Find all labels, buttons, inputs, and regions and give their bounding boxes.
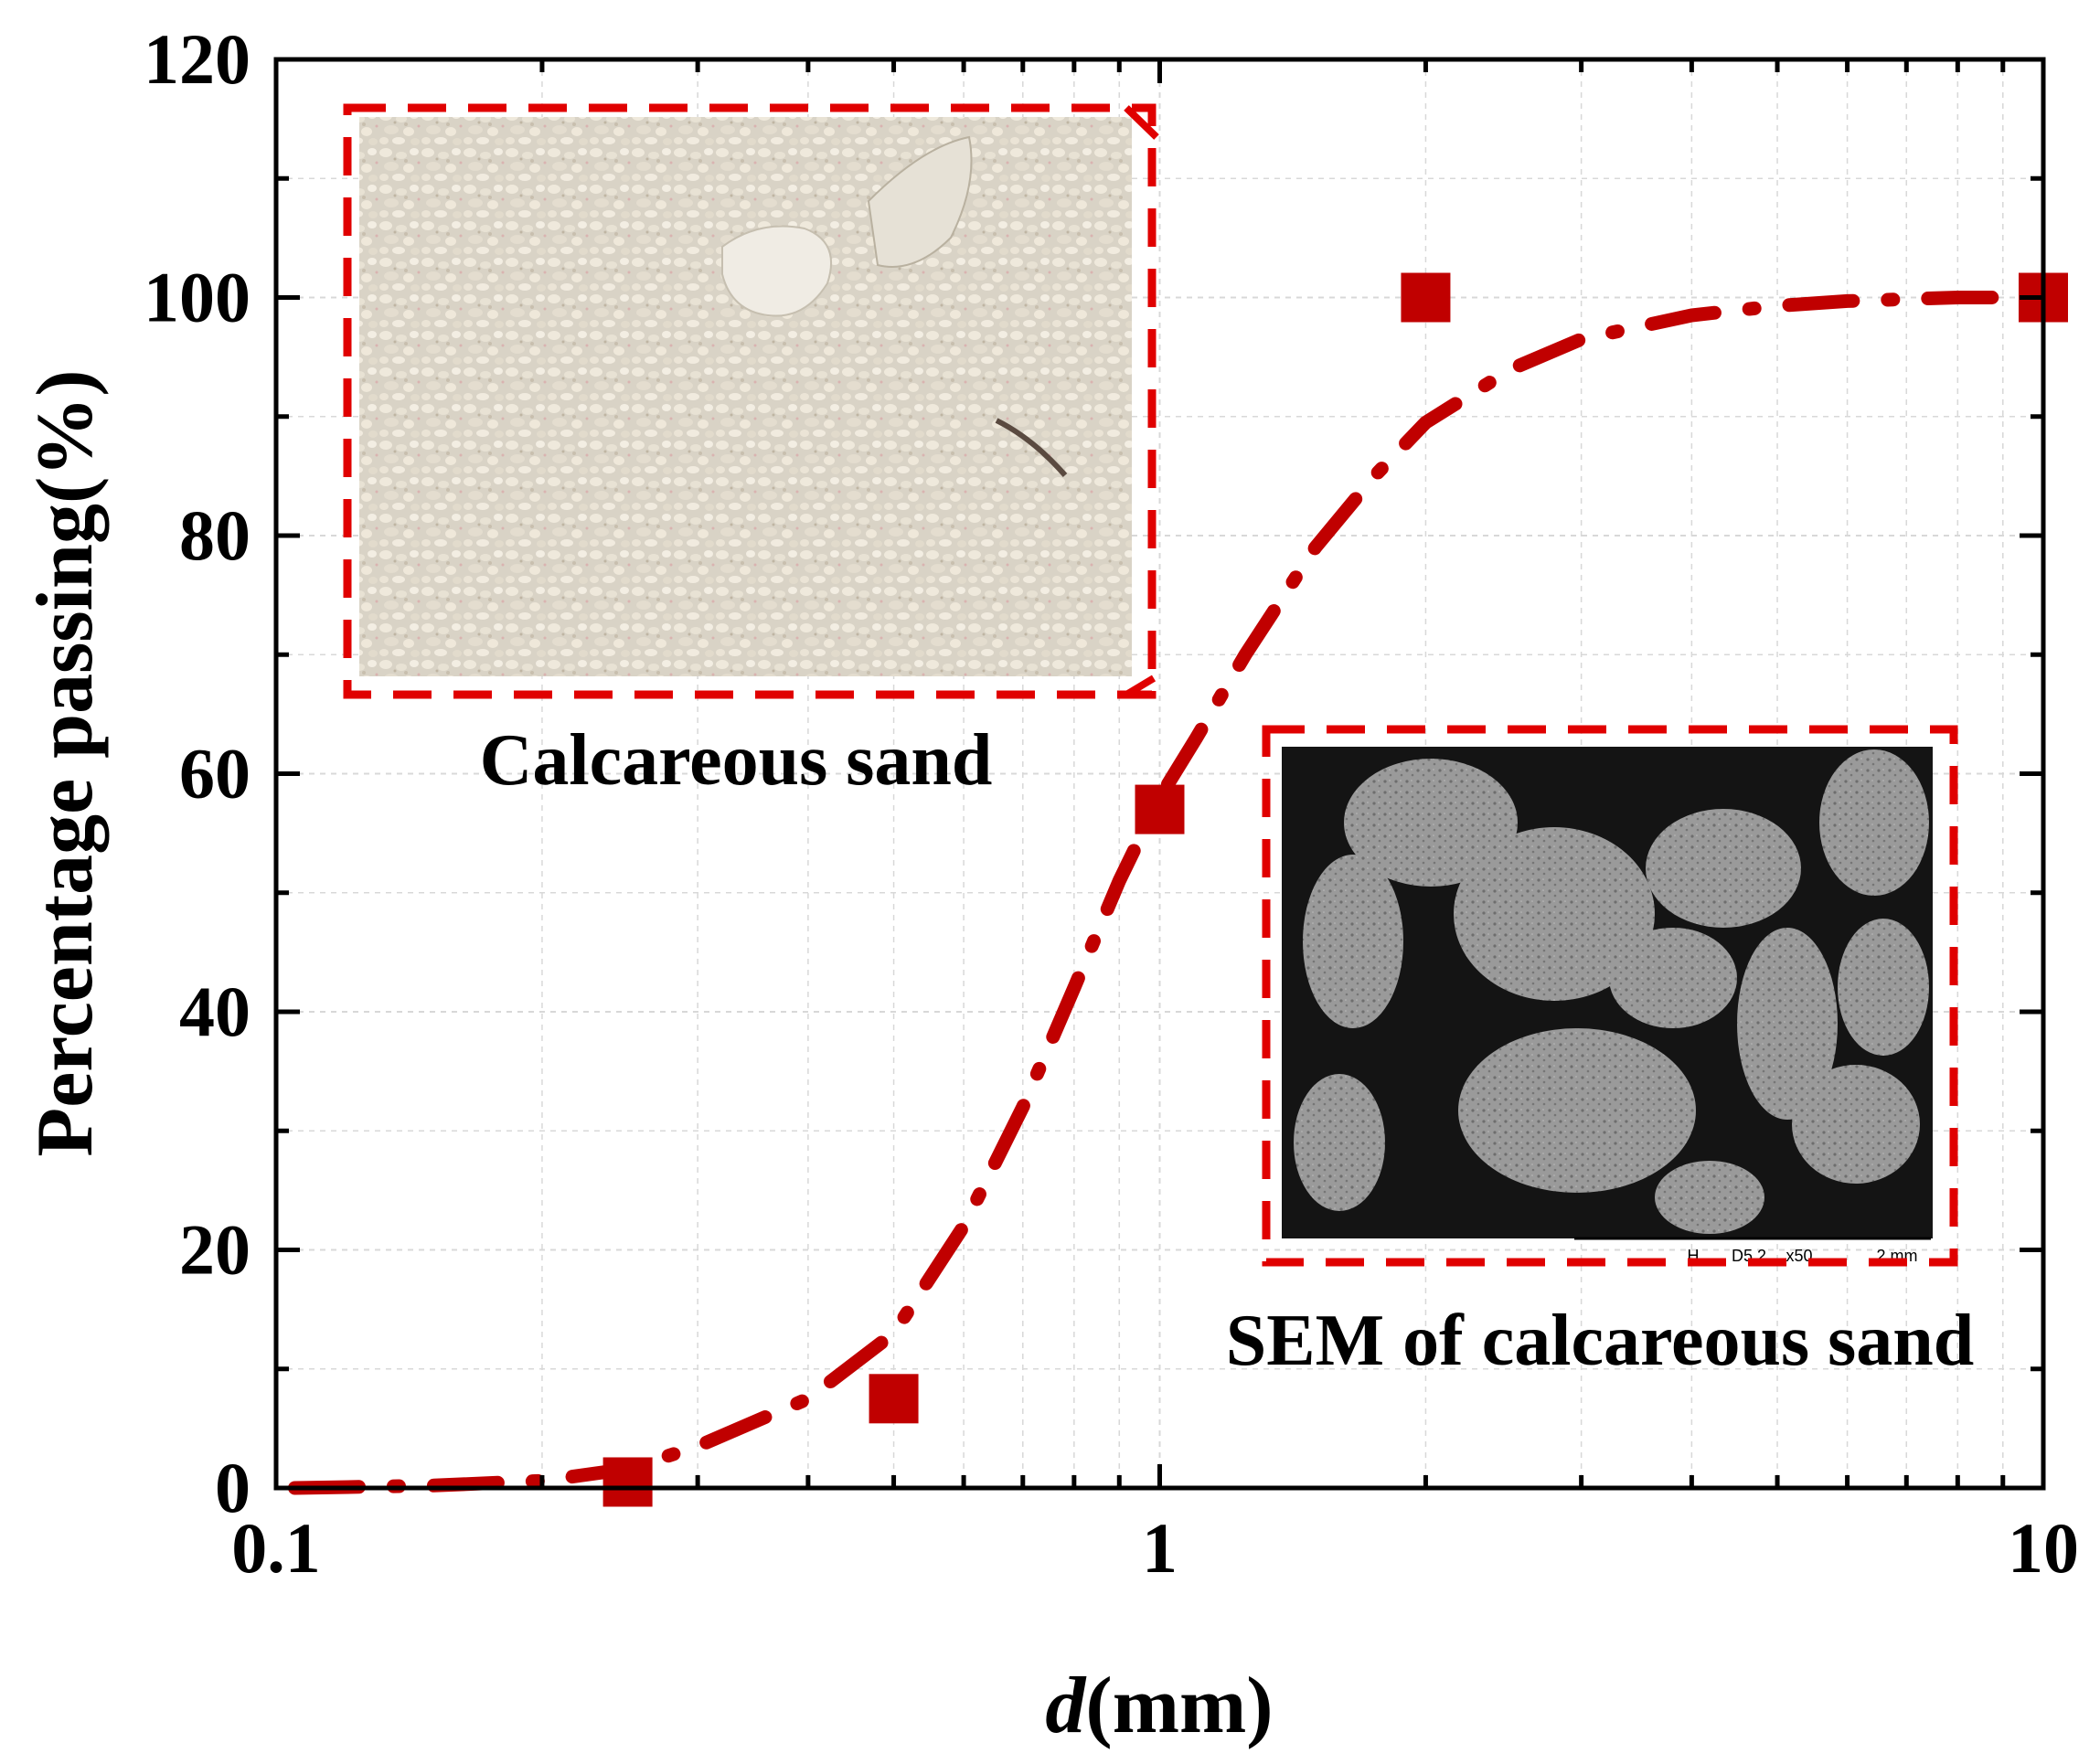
coral-fragment-shape	[867, 135, 973, 268]
y-tick-label: 60	[179, 734, 251, 813]
x-axis-title: d(mm)	[1045, 1662, 1273, 1750]
sem-grain	[1294, 1074, 1385, 1211]
inset-connector-bottom	[1124, 675, 1157, 698]
y-tick-label: 120	[144, 19, 251, 99]
sem-grain	[1792, 1065, 1920, 1184]
fit-curve-line	[288, 291, 2051, 1495]
sem-frame	[1262, 725, 1958, 1267]
y-axis-title: Percentage passing(%)	[21, 369, 110, 1156]
twig-shape	[995, 418, 1068, 477]
calcareous-sand-label: Calcareous sand	[480, 720, 993, 801]
x-axis-title-variable: d	[1045, 1662, 1087, 1750]
y-tick-label: 100	[144, 258, 251, 337]
x-tick-label: 10	[2008, 1508, 2079, 1588]
sem-grain	[1646, 809, 1801, 928]
calcareous-sand-inset: Calcareous sand	[343, 103, 1157, 801]
y-tick-label: 20	[179, 1210, 251, 1290]
calcareous-sand-photo	[359, 117, 1132, 676]
calcareous-sand-frame	[343, 103, 1157, 699]
sem-grain	[1458, 1028, 1696, 1193]
y-tick-label: 0	[215, 1448, 251, 1527]
y-tick-label: 40	[179, 972, 251, 1051]
sem-grain	[1819, 749, 1929, 896]
sem-inset: H D5.2 x50 2 mm SEM of calcareous sand	[1226, 725, 1975, 1381]
data-layer	[288, 272, 2068, 1507]
sem-grain	[1655, 1161, 1764, 1234]
coral-fragment-shape	[721, 225, 833, 317]
x-axis-title-unit: (mm)	[1085, 1662, 1273, 1750]
sem-scalebar-mag: x50	[1786, 1247, 1812, 1265]
sem-grain	[1737, 928, 1838, 1120]
y-tick-label: 80	[179, 495, 251, 575]
sem-grain	[1609, 928, 1737, 1028]
inset-connector-top	[1124, 105, 1159, 140]
x-tick-label: 0.1	[231, 1508, 321, 1588]
sem-grain	[1303, 855, 1403, 1028]
data-point-marker	[602, 1457, 653, 1507]
data-point-marker	[1401, 272, 1451, 323]
sem-grain	[1838, 919, 1929, 1056]
x-tick-label: 1	[1142, 1508, 1178, 1588]
data-point-marker	[869, 1374, 919, 1424]
sem-grain	[1454, 827, 1655, 1001]
data-point-marker	[1135, 784, 1185, 834]
sem-grain	[1344, 759, 1518, 887]
sem-label: SEM of calcareous sand	[1226, 1301, 1975, 1381]
